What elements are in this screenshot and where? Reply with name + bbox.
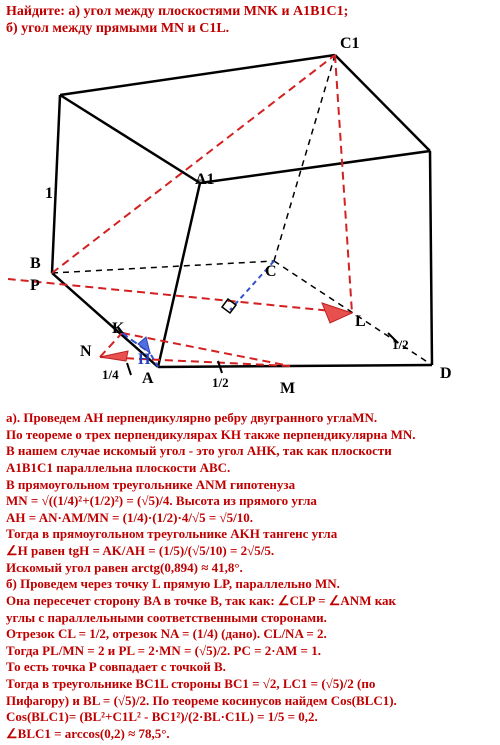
label-P: P: [30, 277, 40, 295]
label-frac12a: 1/2: [212, 375, 229, 391]
solution-line: То есть точка P совпадает с точкой B.: [6, 659, 494, 676]
problem-line-a: Найдите: а) угол между плоскостями MNK и…: [6, 4, 494, 21]
label-frac12b: 1/2: [392, 337, 409, 353]
solution-line: Тогда в треугольнике BC1L стороны BC1 = …: [6, 676, 494, 693]
geometry-diagram: [0, 35, 500, 405]
solution-line: Она пересечет сторону BA в точке B, так …: [6, 593, 494, 610]
label-H: H: [138, 351, 150, 369]
label-N: N: [80, 343, 92, 361]
solution-line: В прямоугольном треугольнике ANM гипотен…: [6, 477, 494, 494]
solution-line: а). Проведем AH перпендикулярно ребру дв…: [6, 410, 494, 427]
solution-line: A1B1C1 параллельна плоскости ABC.: [6, 460, 494, 477]
label-C: C: [265, 263, 277, 281]
solution-line: ∠BLC1 = arccos(0,2) ≈ 78,5°.: [6, 726, 494, 743]
solution-line: Cos(BLC1)= (BL²+C1L² - BC1²)/(2·BL·C1L) …: [6, 709, 494, 726]
solution-line: б) Проведем через точку L прямую LP, пар…: [6, 576, 494, 593]
label-C1: C1: [340, 35, 360, 53]
solution-line: AH = AN·AM/MN = (1/4)·(1/2)·4/√5 = √5/10…: [6, 510, 494, 527]
label-edge1: 1: [45, 185, 53, 203]
solution-line: По теореме о трех перпендикулярах KH так…: [6, 427, 494, 444]
label-K: K: [112, 320, 124, 338]
solution-line: MN = √((1/4)²+(1/2)²) = (√5)/4. Высота и…: [6, 493, 494, 510]
solution-block: а). Проведем AH перпендикулярно ребру дв…: [6, 410, 494, 743]
label-A: A: [142, 370, 154, 388]
label-L: L: [355, 313, 366, 331]
label-frac14: 1/4: [102, 367, 119, 383]
label-D: D: [440, 365, 452, 383]
solution-line: Отрезок CL = 1/2, отрезок NA = (1/4) (да…: [6, 626, 494, 643]
solution-line: Тогда в прямоугольном треугольнике AKH т…: [6, 526, 494, 543]
solution-line: ∠H равен tgH = AK/AH = (1/5)/(√5/10) = 2…: [6, 543, 494, 560]
solution-line: Искомый угол равен arctg(0,894) ≈ 41,8°.: [6, 560, 494, 577]
label-A1: A1: [195, 171, 215, 189]
solution-line: Пифагору) и BL = (√5)/2. По теореме коси…: [6, 693, 494, 710]
solution-line: углы с параллельными соответственными ст…: [6, 610, 494, 627]
label-B: B: [30, 255, 41, 273]
solution-line: Тогда PL/MN = 2 и PL = 2·MN = (√5)/2. PC…: [6, 643, 494, 660]
label-M: M: [280, 380, 295, 398]
solution-line: В нашем случае искомый угол - это угол A…: [6, 443, 494, 460]
problem-header: Найдите: а) угол между плоскостями MNK и…: [0, 0, 500, 40]
